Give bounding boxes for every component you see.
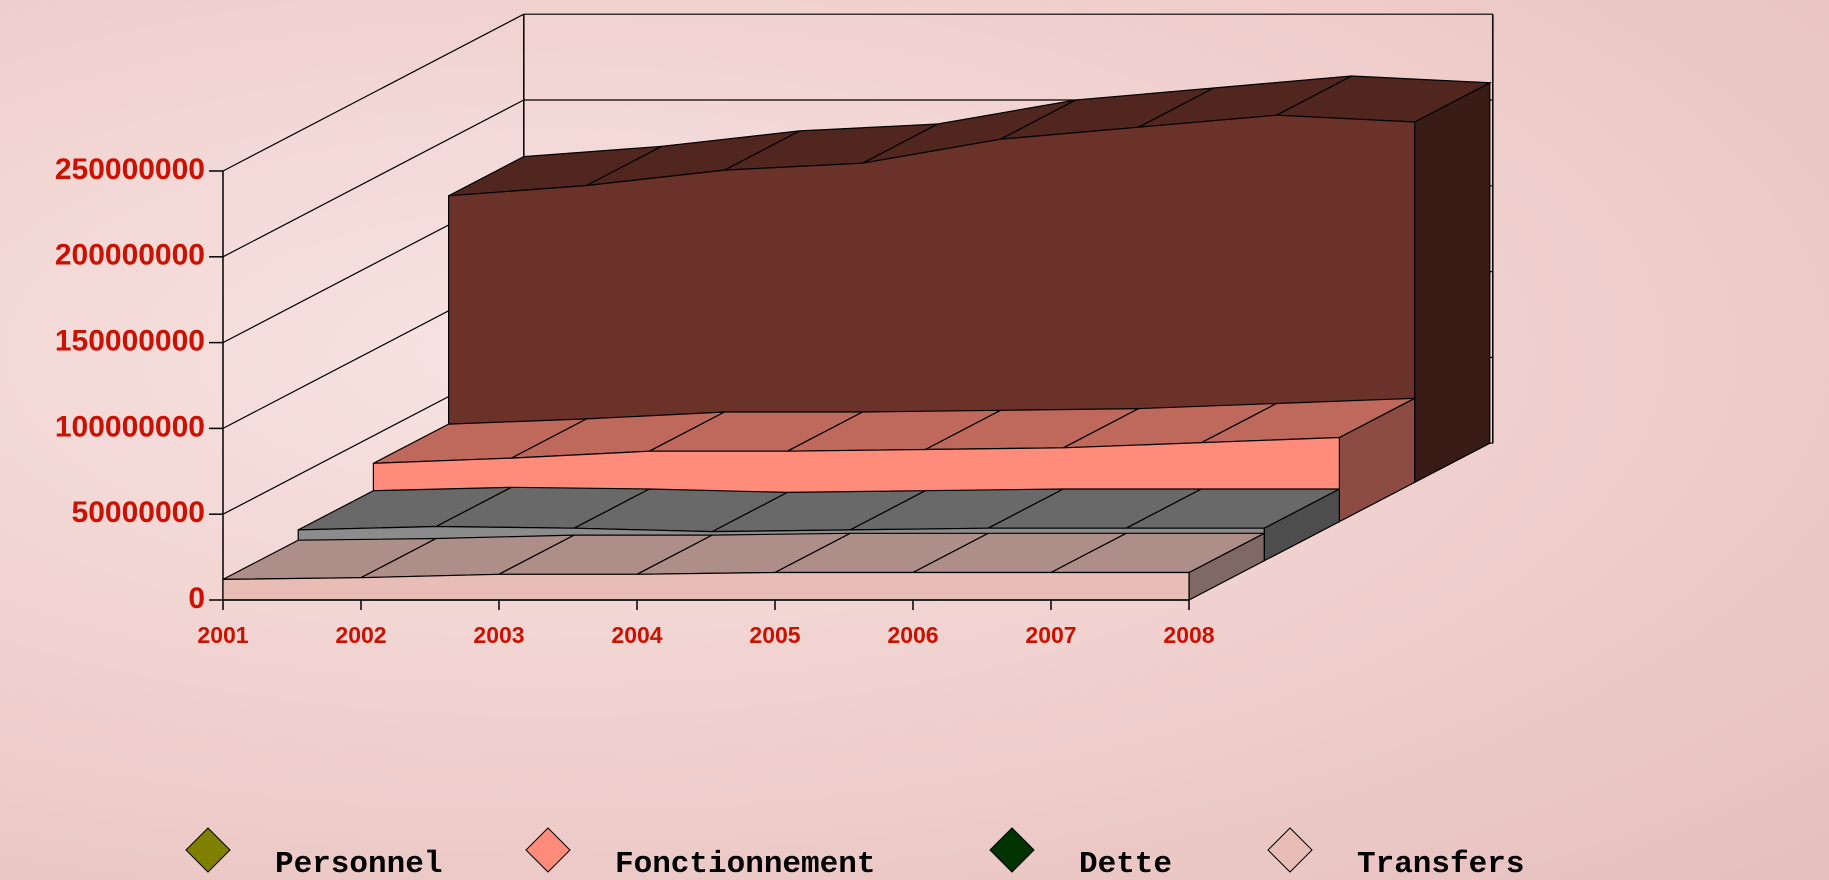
y-tick-label: 0 xyxy=(188,582,205,615)
legend-label: Fonctionnement xyxy=(615,847,875,880)
x-tick-label: 2006 xyxy=(887,622,938,648)
legend-marker xyxy=(186,828,230,872)
x-tick-label: 2002 xyxy=(335,622,386,648)
x-tick-label: 2001 xyxy=(197,622,248,648)
x-tick-label: 2005 xyxy=(749,622,800,648)
legend-marker xyxy=(990,828,1034,872)
y-tick-label: 150000000 xyxy=(55,325,205,358)
area-side xyxy=(1415,83,1490,483)
series-layer xyxy=(223,533,1264,600)
y-tick-label: 200000000 xyxy=(55,239,205,272)
x-tick-label: 2007 xyxy=(1025,622,1076,648)
legend-label: Dette xyxy=(1079,847,1172,880)
x-tick-label: 2004 xyxy=(611,622,662,648)
x-tick-label: 2003 xyxy=(473,622,524,648)
legend-marker xyxy=(1268,828,1312,872)
y-tick-label: 100000000 xyxy=(55,410,205,443)
legend-marker xyxy=(526,828,570,872)
chart: 0 50000000 100000000 150000000 200000000 2500… xyxy=(0,0,1829,880)
y-tick-label: 250000000 xyxy=(55,153,205,186)
x-tick-label: 2008 xyxy=(1163,622,1214,648)
legend-label: Transfers xyxy=(1357,847,1524,880)
legend-label: Personnel xyxy=(275,847,442,880)
page: 0 50000000 100000000 150000000 200000000 2500… xyxy=(0,0,1829,880)
y-tick-label: 50000000 xyxy=(72,496,205,529)
grid-line xyxy=(223,14,524,171)
